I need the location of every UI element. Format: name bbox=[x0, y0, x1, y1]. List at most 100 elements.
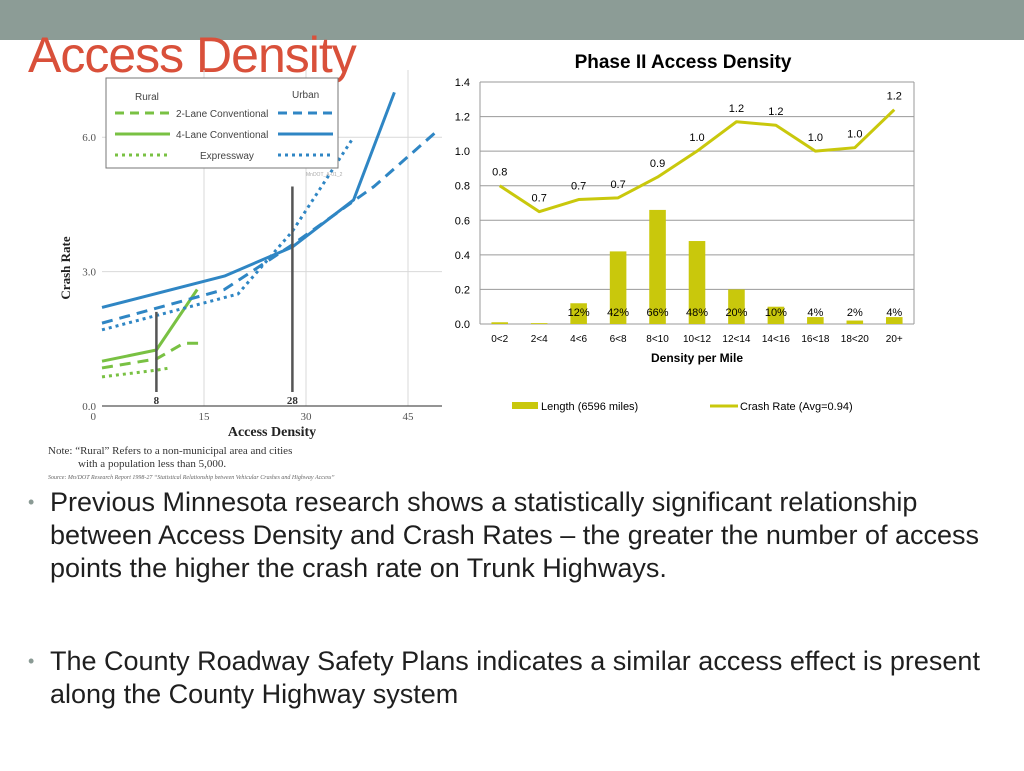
chart-title: Phase II Access Density bbox=[575, 52, 792, 73]
right-chart-point-label: 0.8 bbox=[492, 167, 507, 179]
left-chart-x-axis-title: Access Density bbox=[228, 425, 316, 440]
right-chart-bar bbox=[807, 317, 824, 324]
right-chart-point-labels: 0.8 0.7 0.7 0.7 0.9 1.0 1.2 1.2 1.0 1.0 1.2 bbox=[492, 91, 902, 205]
left-chart-markers: 8 28 bbox=[154, 186, 299, 407]
left-chart-x-tick-label: 0 bbox=[91, 411, 97, 423]
right-chart-grid bbox=[479, 81, 915, 325]
legend-length-label: Length (6596 miles) bbox=[541, 401, 638, 413]
right-chart-y-tick-label: 0.6 bbox=[455, 215, 470, 227]
left-chart-x-tick-label: 45 bbox=[403, 411, 415, 423]
right-chart-y-ticks: 0.0 0.2 0.4 0.6 0.8 1.0 1.2 1.4 bbox=[455, 77, 470, 331]
right-chart-bar-label: 2% bbox=[847, 307, 863, 319]
right-chart-x-tick-label: 10<12 bbox=[683, 334, 712, 345]
right-chart-bar-label: 48% bbox=[686, 307, 708, 319]
right-chart-bar-label: 10% bbox=[765, 307, 787, 319]
left-chart-legend: Rural Urban 2-Lane Conventional 4-Lane C… bbox=[105, 77, 339, 169]
legend-rural-header: Rural bbox=[135, 92, 159, 103]
legend-row-expressway: Expressway bbox=[200, 151, 254, 162]
bullet-text: Previous Minnesota research shows a stat… bbox=[50, 487, 979, 583]
right-chart-bar bbox=[530, 323, 548, 324]
left-chart-y-tick-label: 0.0 bbox=[82, 401, 96, 413]
right-chart-point-label: 0.7 bbox=[532, 193, 547, 205]
right-chart-bar-labels: 12% 42% 66% 48% 20% 10% 4% 2% 4% bbox=[568, 307, 903, 319]
right-chart-point-label: 1.2 bbox=[887, 91, 902, 103]
right-chart-x-axis-title: Density per Mile bbox=[651, 351, 743, 365]
right-chart-point-label: 1.0 bbox=[847, 129, 862, 141]
right-chart-x-tick-label: 8<10 bbox=[646, 334, 669, 345]
chart-source: Source: Mn/DOT Research Report 1998-27 “… bbox=[48, 474, 335, 481]
right-chart-bar-label: 12% bbox=[568, 307, 590, 319]
right-chart-point-label: 1.0 bbox=[808, 132, 823, 144]
legend-row-2lane: 2-Lane Conventional bbox=[176, 109, 268, 120]
left-chart-series-line bbox=[101, 341, 204, 370]
right-chart-y-tick-label: 0.4 bbox=[455, 250, 470, 262]
right-chart-x-tick-label: 16<18 bbox=[801, 334, 830, 345]
right-chart-y-tick-label: 0.0 bbox=[455, 319, 470, 331]
right-chart-bar bbox=[767, 306, 785, 324]
legend-row-4lane: 4-Lane Conventional bbox=[176, 130, 268, 141]
right-chart-bar bbox=[688, 241, 706, 324]
right-chart-bar-label: 4% bbox=[807, 307, 823, 319]
right-chart-bar bbox=[491, 322, 509, 324]
right-chart-bar-label: 66% bbox=[647, 307, 669, 319]
right-chart-bar-label: 42% bbox=[607, 307, 629, 319]
bullet-item: • Previous Minnesota research shows a st… bbox=[28, 486, 998, 585]
right-chart-bar-label: 4% bbox=[886, 307, 902, 319]
right-chart-point-label: 1.0 bbox=[689, 132, 704, 144]
right-chart-x-tick-label: 18<20 bbox=[841, 334, 870, 345]
top-banner bbox=[0, 0, 1024, 40]
chart-note-line2: with a population less than 5,000. bbox=[78, 458, 226, 470]
left-chart-series-line bbox=[101, 366, 171, 379]
legend-crash-rate-label: Crash Rate (Avg=0.94) bbox=[740, 401, 853, 413]
right-chart-y-tick-label: 1.0 bbox=[455, 146, 470, 158]
chart-note-line1: Note: “Rural” Refers to a non-municipal … bbox=[48, 445, 292, 457]
legend-length-swatch bbox=[512, 402, 538, 409]
left-chart-y-tick-label: 3.0 bbox=[82, 267, 96, 279]
right-chart-bar bbox=[728, 289, 745, 324]
right-chart-bar bbox=[570, 303, 587, 324]
access-density-crash-rate-chart: 0.0 3.0 6.0 0 15 30 45 8 28 Rural Urban 2-Lane … bbox=[48, 70, 442, 481]
left-chart-tick-labels: 0.0 3.0 6.0 0 15 30 45 bbox=[82, 132, 414, 423]
right-chart-y-tick-label: 1.4 bbox=[455, 77, 470, 89]
right-chart-y-tick-label: 0.8 bbox=[455, 181, 470, 193]
right-chart-x-tick-label: 2<4 bbox=[531, 334, 548, 345]
left-chart-y-axis-title: Crash Rate bbox=[58, 236, 73, 299]
right-chart-crash-line bbox=[498, 108, 896, 214]
right-chart-bar bbox=[846, 320, 864, 324]
page-title: Access Density bbox=[28, 27, 357, 83]
right-chart-point-label: 0.7 bbox=[610, 179, 625, 191]
legend-box bbox=[105, 77, 339, 169]
left-chart-x-tick-label: 15 bbox=[199, 411, 211, 423]
legend-urban-header: Urban bbox=[292, 90, 319, 101]
right-chart-x-tick-label: 14<16 bbox=[762, 334, 791, 345]
right-chart-point-label: 1.2 bbox=[729, 103, 744, 115]
right-chart-point-label: 1.2 bbox=[768, 106, 783, 118]
right-chart-legend: Length (6596 miles) Crash Rate (Avg=0.94… bbox=[512, 401, 853, 413]
right-chart-point-label: 0.9 bbox=[650, 158, 665, 170]
left-chart-x-tick-label: 30 bbox=[301, 411, 313, 423]
right-chart-x-ticks: 0<2 2<4 4<6 6<8 8<10 10<12 12<14 14<16 16<18 18<2… bbox=[491, 334, 903, 345]
right-chart-bar bbox=[885, 317, 903, 324]
bullet-text: The County Roadway Safety Plans indicate… bbox=[50, 646, 980, 709]
right-chart-bar bbox=[649, 209, 666, 324]
right-chart-bar-label: 20% bbox=[725, 307, 747, 319]
bullet-dot-icon: • bbox=[28, 651, 35, 671]
right-chart-x-tick-label: 20+ bbox=[886, 334, 903, 345]
left-chart-marker-label: 28 bbox=[287, 395, 299, 407]
right-chart-point-label: 0.7 bbox=[571, 181, 586, 193]
right-chart-crash-rate-line bbox=[498, 108, 896, 214]
right-chart-x-tick-label: 12<14 bbox=[722, 334, 751, 345]
phase-ii-access-density-chart: Phase II Access Density 0.0 0.2 0.4 0.6 0.8 1… bbox=[455, 52, 915, 413]
right-chart-bars bbox=[491, 209, 903, 324]
right-chart-bar bbox=[609, 251, 627, 324]
right-chart-x-tick-label: 6<8 bbox=[610, 334, 627, 345]
bullet-item: • The County Roadway Safety Plans indica… bbox=[28, 645, 998, 711]
bullet-dot-icon: • bbox=[28, 492, 35, 512]
right-chart-x-tick-label: 4<6 bbox=[570, 334, 587, 345]
right-chart-y-tick-label: 1.2 bbox=[455, 112, 470, 124]
left-chart-marker-label: 8 bbox=[154, 395, 160, 407]
left-chart-series-line bbox=[101, 136, 355, 332]
right-chart-x-tick-label: 0<2 bbox=[491, 334, 508, 345]
left-chart-y-tick-label: 6.0 bbox=[82, 132, 96, 144]
bullet-list: • Previous Minnesota research shows a st… bbox=[28, 486, 998, 771]
